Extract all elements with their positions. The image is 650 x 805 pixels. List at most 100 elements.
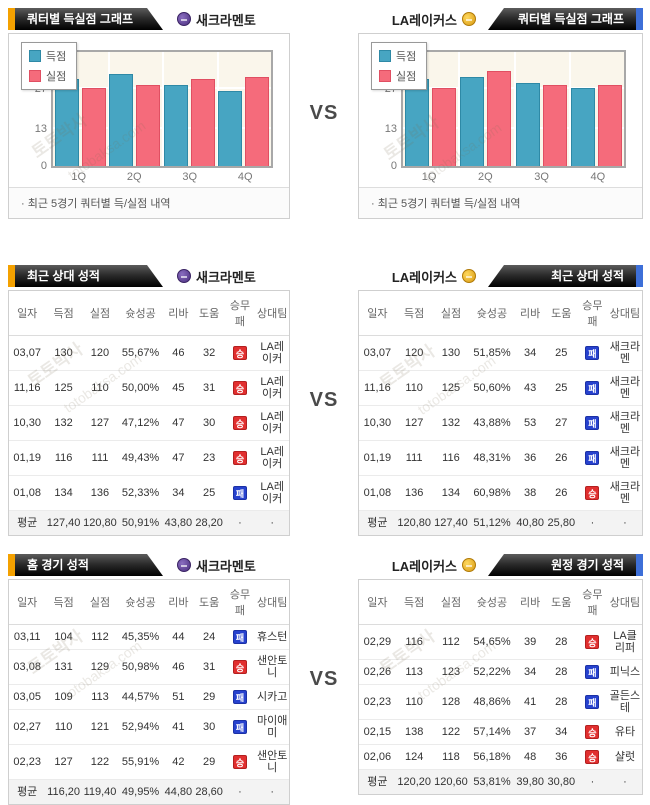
scored-swatch-icon (29, 50, 41, 62)
team-name: 새크라멘토 (196, 12, 256, 28)
x-axis-tick: 2Q (478, 171, 493, 183)
vs-separator: VS (290, 554, 358, 805)
bar-득점-3Q (515, 82, 540, 166)
h2h-title-right: 최근 상대 성적 (488, 265, 636, 287)
average-row: 평균 116,20 119,40 49,95% 44,80 28,60 · · (9, 779, 289, 804)
bar-득점-3Q (163, 84, 188, 166)
table-row: 01,08 134 136 52,33% 34 25 패 LA레이커 (9, 475, 289, 511)
h2h-table-left: 일자 득점 실점 슛성공 리바 도움 승무패 상대팀 03,07 130 120 55,67% 46 3… (9, 291, 289, 535)
h2h-table-panel-right: 토토박사 totobaksa.com 일자 득점 실점 슛성공 리바 도움 승무패 상대팀 0… (358, 290, 643, 536)
home-title-left: 홈 경기 성적 (15, 554, 163, 576)
home-away-section: 홈 경기 성적 새크라멘토 토토박사 totobaksa.com 일자 득점 실점 슛… (8, 554, 643, 805)
loss-badge: 패 (585, 451, 600, 465)
h2h-title-left: 최근 상대 성적 (15, 265, 163, 287)
column-header: 승무패 (576, 291, 608, 336)
column-header: 상대팀 (607, 580, 642, 625)
table-row: 02,23 110 128 48,86% 41 28 패 골든스테 (359, 684, 642, 720)
gridline (162, 52, 164, 166)
chart-panel-sacramento: 토토박사 totobaksa.com 득점 실점 0132740 (8, 33, 290, 219)
table-row: 10,30 132 127 47,12% 47 30 승 LA레이커 (9, 405, 289, 441)
bar-실점-3Q (190, 79, 215, 166)
table-row: 02,06 124 118 56,18% 48 36 승 샬럿 (359, 744, 642, 770)
win-badge: 승 (585, 486, 600, 500)
away-table-panel-right: 토토박사 totobaksa.com 일자 득점 실점 슛성공 리바 도움 승무패 상대팀 0… (358, 579, 643, 795)
away-title-right: 원정 경기 성적 (488, 554, 636, 576)
table-header-row: 일자 득점 실점 슛성공 리바 도움 승무패 상대팀 (359, 291, 642, 336)
loss-badge: 패 (585, 416, 600, 430)
away-table-right: 일자 득점 실점 슛성공 리바 도움 승무패 상대팀 02,29 116 112 54,65% 39 2… (359, 580, 642, 794)
bar-득점-4Q (570, 87, 595, 166)
chart-title-right: 쿼터별 득실점 그래프 (488, 8, 636, 30)
x-axis-tick: 3Q (534, 171, 549, 183)
chart-panel-lakers: 토토박사 totobaksa.com 득점 실점 0132740 (358, 33, 643, 219)
column-header: 리바 (162, 580, 194, 625)
bar-실점-1Q (432, 87, 457, 166)
team-label-sacramento: 새크라멘토 (177, 267, 256, 286)
vs-label: VS (309, 668, 339, 690)
lakers-logo-icon (462, 269, 476, 283)
lakers-logo-icon (462, 12, 476, 26)
legend-allowed: 실점 (379, 68, 416, 84)
x-axis-tick: 1Q (421, 171, 437, 183)
column-header: 승무패 (224, 580, 256, 625)
column-header: 실점 (432, 291, 470, 336)
loss-badge: 패 (585, 695, 600, 709)
column-header: 실점 (432, 580, 470, 625)
x-axis-labels: 1Q 2Q 3Q 4Q (51, 171, 273, 183)
table-row: 03,08 131 129 50,98% 46 31 승 샌안토니 (9, 649, 289, 685)
team-name: LA레이커스 (391, 558, 457, 574)
home-table-panel-left: 토토박사 totobaksa.com 일자 득점 실점 슛성공 리바 도움 승무패 상대팀 0… (8, 579, 290, 805)
table-header-row: 일자 득점 실점 슛성공 리바 도움 승무패 상대팀 (359, 580, 642, 625)
column-header: 슛성공 (469, 580, 515, 625)
y-axis-tick: 13 (384, 122, 397, 135)
bar-득점-4Q (218, 90, 243, 166)
column-header: 슛성공 (469, 291, 515, 336)
home-table-left: 일자 득점 실점 슛성공 리바 도움 승무패 상대팀 03,11 104 112 45,35% 44 2… (9, 580, 289, 804)
column-header: 도움 (193, 291, 225, 336)
loss-badge: 패 (232, 690, 247, 704)
bar-group-1Q (53, 52, 108, 166)
column-header: 상대팀 (607, 291, 642, 336)
column-header: 일자 (9, 291, 46, 336)
bar-group-3Q (162, 52, 217, 166)
team-label-lakers: LA레이커스 (392, 267, 476, 286)
column-header: 리바 (514, 580, 546, 625)
h2h-table-right: 일자 득점 실점 슛성공 리바 도움 승무패 상대팀 03,07 120 130 51,85% 34 2… (359, 291, 642, 535)
away-header-right: LA레이커스 원정 경기 성적 (358, 554, 643, 576)
sacramento-logo-icon (177, 269, 191, 283)
table-header-row: 일자 득점 실점 슛성공 리바 도움 승무패 상대팀 (9, 291, 289, 336)
plot-area: 0132740 (385, 46, 626, 172)
bar-실점-1Q (81, 87, 106, 166)
x-axis-tick: 4Q (590, 171, 606, 183)
blue-accent-bar (636, 8, 643, 30)
x-axis-tick: 2Q (126, 171, 142, 183)
column-header: 승무패 (576, 580, 608, 625)
bar-group-1Q (403, 52, 458, 166)
orange-accent-bar (8, 554, 15, 576)
column-header: 득점 (395, 580, 433, 625)
lakers-logo-icon (462, 558, 476, 572)
y-axis-tick: 0 (390, 160, 397, 172)
plot-area: 0132740 (35, 46, 273, 172)
h2h-header-left: 최근 상대 성적 새크라멘토 (8, 265, 290, 287)
home-header-left: 홈 경기 성적 새크라멘토 (8, 554, 290, 576)
bar-실점-4Q (245, 77, 270, 166)
chart-footnote: · 최근 5경기 쿼터별 득/실점 내역 (9, 187, 289, 218)
chart-header-left: 쿼터별 득실점 그래프 새크라멘토 (8, 8, 290, 30)
chart-footnote: · 최근 5경기 쿼터별 득/실점 내역 (359, 187, 642, 218)
table-row: 11,16 110 125 50,60% 43 25 패 새크라멘 (359, 370, 642, 406)
column-header: 득점 (395, 291, 433, 336)
bar-group-2Q (458, 52, 513, 166)
allowed-swatch-icon (379, 70, 391, 82)
column-header: 리바 (514, 291, 546, 336)
win-badge: 승 (585, 635, 600, 649)
y-axis-tick: 0 (40, 160, 47, 172)
table-row: 11,16 125 110 50,00% 45 31 승 LA레이커 (9, 370, 289, 406)
chart-legend: 득점 실점 (371, 42, 428, 90)
win-badge: 승 (232, 381, 247, 395)
team-name: 새크라멘토 (196, 558, 256, 574)
x-axis-tick: 4Q (237, 171, 253, 183)
team-label-lakers: LA레이커스 (392, 10, 476, 29)
